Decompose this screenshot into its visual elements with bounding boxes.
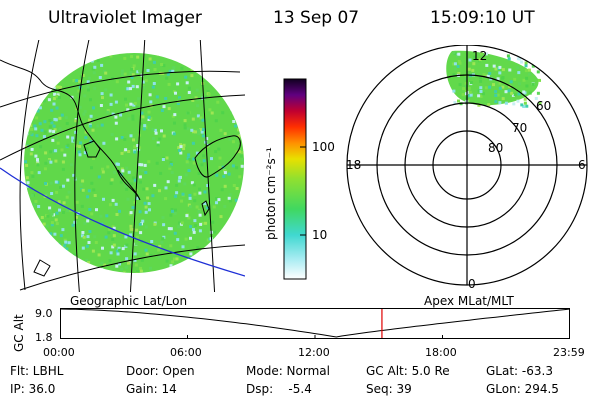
info-dsp: Dsp: -5.4 <box>246 382 312 396</box>
color-scale-bar <box>283 78 307 280</box>
mlt-label-0: 0 <box>468 277 476 291</box>
altitude-ytick-low: 1.8 <box>35 331 53 344</box>
coastline-south-america <box>0 59 141 201</box>
time-label: 15:09:10 UT <box>430 8 535 28</box>
info-door: Door: Open <box>126 364 195 378</box>
mlat-label-60: 60 <box>536 99 552 113</box>
geographic-image-panel <box>0 40 245 292</box>
date-label: 13 Sep 07 <box>273 8 360 28</box>
altitude-plot <box>60 308 570 339</box>
info-seq: Seq: 39 <box>366 382 412 396</box>
instrument-title: Ultraviolet Imager <box>48 8 202 28</box>
info-glon: GLon: 294.5 <box>486 382 559 396</box>
coastline-islands <box>33 140 210 277</box>
orbit-track-line <box>0 167 245 277</box>
mlat-label-80: 80 <box>488 141 504 155</box>
apex-label: Apex MLat/MLT <box>424 294 514 308</box>
altitude-curve <box>60 308 570 338</box>
info-ip: IP: 36.0 <box>10 382 56 396</box>
mlt-label-18: 18 <box>346 158 362 172</box>
polar-speckle <box>452 51 542 108</box>
xtick-2359: 23:59 <box>553 346 585 359</box>
info-glat: GLat: -63.3 <box>486 364 553 378</box>
xtick-1800: 18:00 <box>425 346 457 359</box>
colorbar-tick-100: 100 <box>312 140 335 154</box>
mlat-label-70: 70 <box>512 121 528 135</box>
colorbar-unit-label: photon cm⁻²s⁻¹ <box>264 147 278 240</box>
mlt-label-6: 6 <box>578 158 586 172</box>
info-mode: Mode: Normal <box>246 364 330 378</box>
info-gc-alt: GC Alt: 5.0 Re <box>366 364 450 378</box>
altitude-ylabel: GC Alt <box>12 314 26 352</box>
apex-polar-plot <box>346 45 588 286</box>
geographic-label: Geographic Lat/Lon <box>70 294 188 308</box>
info-gain: Gain: 14 <box>126 382 177 396</box>
xtick-0000: 00:00 <box>43 346 75 359</box>
colorbar-tick-10: 10 <box>312 228 328 242</box>
xtick-0600: 06:00 <box>170 346 202 359</box>
xtick-1200: 12:00 <box>298 346 330 359</box>
info-filter: Flt: LBHL <box>10 364 64 378</box>
mlt-label-12: 12 <box>472 49 488 63</box>
altitude-ytick-high: 9.0 <box>35 307 53 320</box>
coastline-antarctic-peninsula <box>194 135 241 178</box>
